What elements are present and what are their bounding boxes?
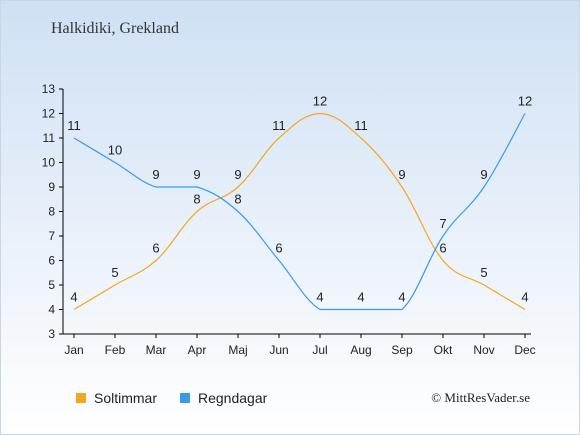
data-label-soltimmar: 11 (354, 118, 368, 133)
data-label-regndagar: 4 (316, 290, 323, 305)
y-tick-label: 4 (48, 303, 55, 317)
legend-label-soltimmar: Soltimmar (94, 390, 158, 406)
legend-swatch-soltimmar (76, 393, 86, 403)
x-tick-label: Jun (269, 343, 288, 357)
y-tick-label: 10 (42, 156, 56, 170)
data-label-soltimmar: 6 (439, 241, 446, 256)
x-tick-label: Dec (514, 343, 535, 357)
data-label-soltimmar: 6 (152, 241, 159, 256)
y-tick-label: 12 (42, 107, 56, 121)
data-label-regndagar: 4 (398, 290, 405, 305)
data-label-regndagar: 9 (193, 167, 200, 182)
x-tick-label: Okt (434, 343, 453, 357)
y-tick-label: 9 (48, 180, 55, 194)
y-tick-label: 6 (48, 254, 55, 268)
legend-item-regndagar: Regndagar (180, 390, 267, 406)
data-label-soltimmar: 4 (70, 290, 77, 305)
legend-item-soltimmar: Soltimmar (76, 390, 157, 406)
x-tick-label: Sep (391, 343, 413, 357)
data-label-soltimmar: 4 (521, 290, 528, 305)
data-label-regndagar: 10 (108, 143, 122, 158)
legend-label-regndagar: Regndagar (198, 390, 268, 406)
copyright-text: © MittResVader.se (431, 390, 530, 405)
x-tick-label: Mar (146, 343, 167, 357)
data-label-regndagar: 9 (480, 167, 487, 182)
data-label-soltimmar: 12 (313, 94, 327, 109)
data-label-regndagar: 6 (275, 241, 282, 256)
x-tick-label: Apr (188, 343, 207, 357)
chart-title: Halkidiki, Grekland (51, 20, 179, 37)
data-label-soltimmar: 5 (480, 265, 487, 280)
x-tick-label: Feb (105, 343, 126, 357)
x-tick-label: Nov (473, 343, 494, 357)
data-label-soltimmar: 9 (398, 167, 405, 182)
x-tick-label: Maj (228, 343, 247, 357)
data-label-regndagar: 12 (518, 94, 532, 109)
data-label-regndagar: 8 (234, 192, 241, 207)
x-tick-label: Aug (350, 343, 371, 357)
data-label-regndagar: 9 (152, 167, 159, 182)
x-tick-label: Jul (312, 343, 327, 357)
data-label-soltimmar: 8 (193, 192, 200, 207)
y-tick-label: 3 (48, 327, 55, 341)
y-tick-label: 8 (48, 205, 55, 219)
data-label-regndagar: 4 (357, 290, 364, 305)
y-tick-label: 7 (48, 229, 55, 243)
data-label-regndagar: 7 (439, 216, 446, 231)
data-label-regndagar: 11 (67, 118, 81, 133)
data-label-soltimmar: 9 (234, 167, 241, 182)
data-label-soltimmar: 5 (111, 265, 118, 280)
y-tick-label: 5 (48, 278, 55, 292)
series-line-soltimmar (73, 112, 526, 311)
legend-swatch-regndagar (180, 393, 190, 403)
data-label-soltimmar: 11 (272, 118, 286, 133)
series-line-regndagar (73, 113, 526, 311)
y-tick-label: 11 (43, 131, 56, 145)
x-tick-label: Jan (64, 343, 83, 357)
y-tick-label: 13 (42, 82, 56, 96)
